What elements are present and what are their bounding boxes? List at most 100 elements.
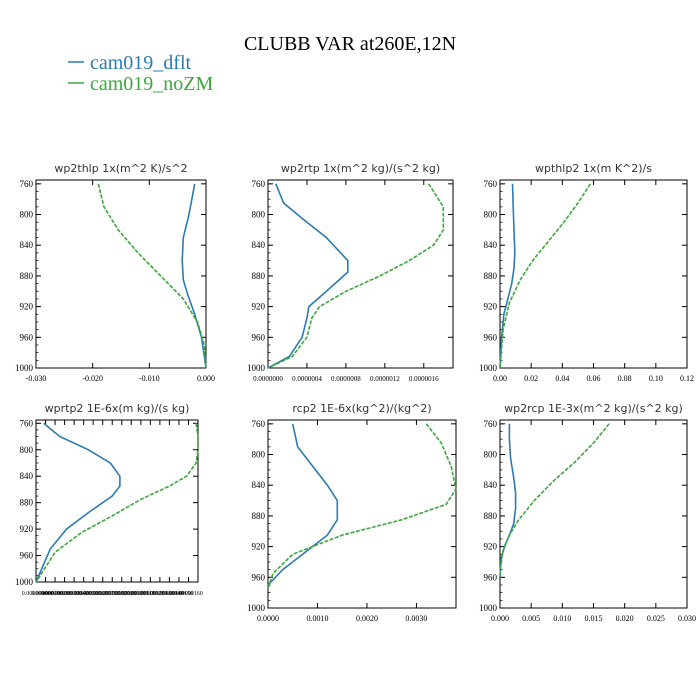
x-tick-label: 0.00000020 xyxy=(41,591,70,597)
panel-4: rcp2 1E-6x(kg^2)/(kg^2) 760 800 840 880 920 96… xyxy=(247,402,457,623)
panel-1: wp2rtp 1x(m^2 kg)/(s^2 kg) 760 800 840 880 92… xyxy=(247,162,454,383)
x-tick-label: -0.020 xyxy=(82,374,103,383)
x-tick-label: 0.010 xyxy=(553,614,571,623)
y-tick-label: 960 xyxy=(252,572,266,582)
x-tick-label: 0.00000120 xyxy=(136,591,165,597)
y-tick-label: 960 xyxy=(484,332,498,342)
series-line-dflt xyxy=(35,422,121,583)
x-tick-label: -0.030 xyxy=(26,374,47,383)
panel-title: wp2thlp 1x(m^2 K)/s^2 xyxy=(54,162,187,175)
x-tick-label: 0.00000080 xyxy=(98,591,127,597)
x-tick-label: 0.10 xyxy=(649,374,663,383)
series-line-nozm xyxy=(97,183,207,369)
y-tick-label: 960 xyxy=(20,332,34,342)
y-tick-label: 920 xyxy=(484,302,498,312)
series-line-dflt xyxy=(499,183,516,369)
y-tick-label: 880 xyxy=(484,271,498,281)
x-tick-label: -0.010 xyxy=(139,374,160,383)
figure-title: CLUBB VAR at260E,12N xyxy=(244,33,456,55)
x-tick-label: 0.08 xyxy=(618,374,632,383)
x-tick-label: 0.015 xyxy=(585,614,603,623)
y-tick-label: 880 xyxy=(20,271,34,281)
series-line-dflt xyxy=(267,423,339,586)
x-tick-label: 0.00000070 xyxy=(88,591,117,597)
panel-title: wp2rtp 1x(m^2 kg)/(s^2 kg) xyxy=(281,162,440,175)
x-tick-label: 0.0000012 xyxy=(370,375,400,383)
plot-frame xyxy=(499,179,688,369)
y-tick-label: 840 xyxy=(252,480,266,490)
y-tick-label: 840 xyxy=(20,471,34,481)
panel-3: wprtp2 1E-6x(m kg)/(s kg) 760 800 840 880 920… xyxy=(15,402,203,597)
y-tick-label: 840 xyxy=(484,240,498,250)
panel-title: rcp2 1E-6x(kg^2)/(kg^2) xyxy=(292,402,431,415)
y-tick-label: 920 xyxy=(484,542,498,552)
series-line-nozm xyxy=(267,183,445,369)
x-tick-label: 0.06 xyxy=(587,374,601,383)
y-tick-label: 1000 xyxy=(15,577,34,587)
y-tick-label: 760 xyxy=(252,419,266,429)
y-tick-label: 960 xyxy=(20,551,34,561)
legend: cam019_dflt cam019_noZM xyxy=(68,52,214,95)
panel-0: wp2thlp 1x(m^2 K)/s^2 760 800 840 880 920 960 1… xyxy=(15,162,215,383)
x-tick-label: 0.00000160 xyxy=(174,591,203,597)
x-tick-label: 0.005 xyxy=(522,614,540,623)
plot-frame xyxy=(35,179,207,369)
y-tick-label: 960 xyxy=(484,572,498,582)
x-tick-label: 0.0000 xyxy=(257,614,279,623)
x-tick-label: 0.0020 xyxy=(356,614,378,623)
x-tick-label: 0.000 xyxy=(491,614,509,623)
x-tick-label: 0.0000008 xyxy=(331,375,361,383)
x-tick-label: 0.0010 xyxy=(306,614,328,623)
panel-5: wp2rcp 1E-3x(m^2 kg)/(s^2 kg) 760 800 840 88… xyxy=(479,402,696,623)
y-tick-label: 1000 xyxy=(479,603,498,613)
x-tick-label: 0.00000010 xyxy=(31,591,60,597)
series-line-nozm xyxy=(499,183,592,369)
y-tick-label: 760 xyxy=(252,179,266,189)
x-tick-label: 0.00000090 xyxy=(108,591,137,597)
y-tick-label: 800 xyxy=(20,210,34,220)
plot-frame xyxy=(499,419,688,609)
y-tick-label: 760 xyxy=(484,179,498,189)
x-tick-label: 0.00000060 xyxy=(79,591,108,597)
series-line-nozm xyxy=(267,423,457,590)
y-tick-label: 880 xyxy=(252,511,266,521)
y-tick-label: 1000 xyxy=(247,603,266,613)
y-tick-label: 800 xyxy=(20,445,34,455)
y-tick-label: 760 xyxy=(20,179,34,189)
legend-label-1: cam019_noZM xyxy=(90,73,214,95)
x-tick-label: 0.12 xyxy=(680,374,694,383)
series-line-nozm xyxy=(499,423,610,578)
x-tick-label: 0.00000130 xyxy=(146,591,175,597)
x-tick-label: 0.030 xyxy=(678,614,696,623)
x-tick-label: 0.00000110 xyxy=(127,591,155,597)
y-tick-label: 920 xyxy=(252,302,266,312)
x-tick-label: 0.00000000 xyxy=(22,591,51,597)
y-tick-label: 840 xyxy=(484,480,498,490)
y-tick-label: 800 xyxy=(484,210,498,220)
y-tick-label: 1000 xyxy=(15,363,34,373)
y-tick-label: 840 xyxy=(252,240,266,250)
legend-label-0: cam019_dflt xyxy=(90,52,192,74)
x-tick-label: 0.04 xyxy=(555,374,569,383)
x-tick-label: 0.020 xyxy=(616,614,634,623)
x-tick-label: 0.0000000 xyxy=(253,375,283,383)
panel-title: wpthlp2 1x(m K^2)/s xyxy=(535,162,652,175)
y-tick-label: 880 xyxy=(252,271,266,281)
y-tick-label: 800 xyxy=(252,210,266,220)
panel-title: wp2rcp 1E-3x(m^2 kg)/(s^2 kg) xyxy=(504,402,683,415)
x-tick-label: 0.00000100 xyxy=(117,591,146,597)
y-tick-label: 920 xyxy=(20,524,34,534)
y-tick-label: 960 xyxy=(252,332,266,342)
x-tick-label: 0.00000030 xyxy=(50,591,79,597)
x-tick-label: 0.00 xyxy=(493,374,507,383)
x-tick-label: 0.025 xyxy=(647,614,665,623)
plot-frame xyxy=(267,179,454,369)
y-tick-label: 800 xyxy=(484,450,498,460)
x-tick-label: 0.02 xyxy=(524,374,538,383)
y-tick-label: 920 xyxy=(252,542,266,552)
y-tick-label: 760 xyxy=(20,418,34,428)
series-line-dflt xyxy=(181,183,207,369)
y-tick-label: 800 xyxy=(252,450,266,460)
panels: wp2thlp 1x(m^2 K)/s^2 760 800 840 880 920 960 1… xyxy=(15,162,696,623)
x-tick-label: 0.000 xyxy=(197,374,215,383)
